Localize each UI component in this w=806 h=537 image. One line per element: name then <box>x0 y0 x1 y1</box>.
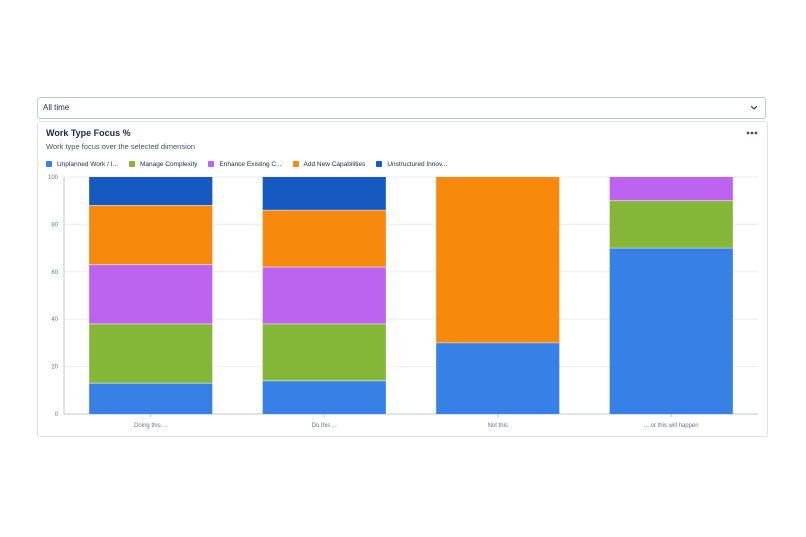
legend-label: Unplanned Work / I... <box>57 160 118 168</box>
legend-item[interactable]: Manage Complexity <box>128 160 198 168</box>
y-tick-label: 100 <box>48 175 59 181</box>
y-tick-label: 40 <box>51 317 58 323</box>
y-tick-label: 0 <box>55 412 59 418</box>
chevron-down-icon <box>750 105 758 110</box>
y-tick-label: 80 <box>51 222 58 228</box>
legend-item[interactable]: Enhance Existing C... <box>208 160 282 168</box>
legend-label: Enhance Existing C... <box>219 160 282 168</box>
y-tick-label: 60 <box>51 270 58 276</box>
bar-segment[interactable] <box>262 323 386 381</box>
bar-segment[interactable] <box>609 248 733 414</box>
bar-segment[interactable] <box>609 200 733 249</box>
legend-item[interactable]: Unstructured Innov... <box>376 161 447 168</box>
legend-swatch <box>46 161 52 167</box>
x-tick-label: Doing this ... <box>134 423 168 429</box>
bar-segment[interactable] <box>436 342 560 414</box>
bar-segment[interactable] <box>262 380 386 414</box>
bar-segment[interactable] <box>89 383 213 414</box>
bar-segment[interactable] <box>89 264 213 324</box>
legend-swatch <box>376 161 383 167</box>
time-range-select[interactable]: All time <box>37 97 766 119</box>
legend-swatch <box>128 161 135 167</box>
legend-item[interactable]: Unplanned Work / I... <box>46 161 118 168</box>
y-tick-label: 20 <box>51 365 58 371</box>
x-tick-label: Do this ... <box>312 423 338 429</box>
bar-segment[interactable] <box>262 267 386 324</box>
bar-segment[interactable] <box>262 210 386 268</box>
x-tick-label: Not this <box>488 423 508 429</box>
bar-segment[interactable] <box>89 177 213 206</box>
x-tick-label: ... or this will happen <box>644 423 699 429</box>
legend-label: Manage Complexity <box>139 160 198 168</box>
chart-title: Work Type Focus % <box>46 128 131 138</box>
bar-segment[interactable] <box>262 177 386 211</box>
legend-item[interactable]: Add New Capabilities <box>292 160 366 168</box>
bar-segment[interactable] <box>436 177 560 343</box>
bar-segment[interactable] <box>609 177 733 201</box>
legend-swatch <box>208 161 215 167</box>
chart-legend: Unplanned Work / I... Manage Complexity … <box>46 159 447 169</box>
bar-segment[interactable] <box>89 205 213 265</box>
legend-label: Add New Capabilities <box>303 160 366 168</box>
legend-label: Unstructured Innov... <box>387 160 448 168</box>
bar-segment[interactable] <box>89 323 213 384</box>
legend-swatch <box>292 161 299 167</box>
chart-subtitle: Work type focus over the selected dimens… <box>46 142 196 151</box>
more-icon[interactable] <box>743 127 761 139</box>
time-range-value: All time <box>43 103 70 112</box>
